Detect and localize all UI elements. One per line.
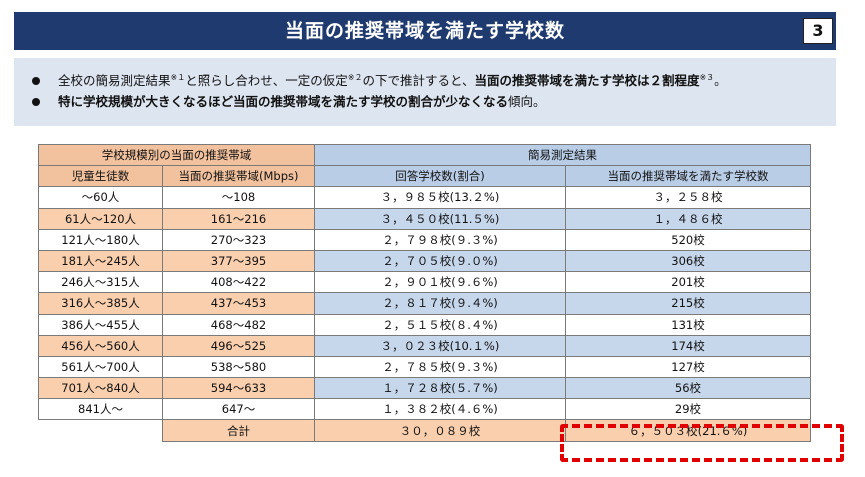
cell-bandwidth: 408～422 xyxy=(162,271,315,294)
cell-students: 181人～245人 xyxy=(38,249,163,273)
cell-students: 701人～840人 xyxy=(38,377,163,400)
table-row: ～60人 ～108 ３，９８５校(13.２%) ３，２５８校 xyxy=(38,186,811,209)
cell-bandwidth: 594～633 xyxy=(162,377,315,400)
cell-responses: ３，０２３校(10.１%) xyxy=(314,334,566,357)
cell-responses: ２，９０１校(９.６%) xyxy=(314,271,566,294)
bullet2-text: 傾向。 xyxy=(508,94,546,109)
cell-meeting: 520校 xyxy=(565,228,811,251)
cell-meeting: 131校 xyxy=(565,313,811,336)
cell-responses: ２，８１７校(９.４%) xyxy=(314,292,566,315)
table-row: 121人～180人 270～323 ２，７９８校(９.３%) 520校 xyxy=(38,228,811,251)
cell-responses: １，７２８校(５.７%) xyxy=(314,377,566,400)
bullet1-text-1: 全校の簡易測定結果 xyxy=(58,73,171,89)
table-row: 316人～385人 437～453 ２，８１７校(９.４%) 215校 xyxy=(38,292,811,315)
col-header-meeting: 当面の推奨帯域を満たす学校数 xyxy=(565,165,811,188)
cell-meeting: 174校 xyxy=(565,334,811,357)
bullet2-emphasis: 特に学校規模が大きくなるほど当面の推奨帯域を満たす学校の割合が少なくなる xyxy=(58,94,509,109)
table-row: 181人～245人 377～395 ２，７０５校(９.０%) 306校 xyxy=(38,249,811,273)
cell-bandwidth: 270～323 xyxy=(162,228,315,251)
summary-box: 全校の簡易測定結果※１と照らし合わせ、一定の仮定※２の下で推計すると、当面の推奨… xyxy=(14,58,836,126)
cell-students: 246人～315人 xyxy=(38,271,163,294)
bullet1-text-2: と照らし合わせ、一定の仮定 xyxy=(185,73,348,89)
footnote-ref-1: ※１ xyxy=(170,73,186,82)
cell-responses: ２，７９８校(９.３%) xyxy=(314,228,566,251)
school-bandwidth-table: 学校規模別の当面の推奨帯域 簡易測定結果 児童生徒数 当面の推奨帯域(Mbps)… xyxy=(38,143,811,442)
cell-bandwidth: 468～482 xyxy=(162,313,315,336)
cell-bandwidth: 538～580 xyxy=(162,355,315,379)
cell-students: 61人～120人 xyxy=(38,207,163,230)
page-title: 当面の推奨帯域を満たす学校数 xyxy=(284,20,565,42)
group-header-recommended: 学校規模別の当面の推奨帯域 xyxy=(38,143,315,167)
cell-responses: ２，７０５校(９.０%) xyxy=(314,249,566,273)
total-count: ３０，０８９校 xyxy=(314,419,566,442)
table-row: 246人～315人 408～422 ２，９０１校(９.６%) 201校 xyxy=(38,271,811,294)
bullet1-text-4: 。 xyxy=(714,73,727,89)
page-number: 3 xyxy=(803,18,833,44)
cell-responses: ２，７８５校(９.３%) xyxy=(314,355,566,379)
table-row: 386人～455人 468～482 ２，５１５校(８.４%) 131校 xyxy=(38,313,811,336)
bullet1-text-3: の下で推計すると、 xyxy=(362,73,475,89)
footnote-ref-3: ※３ xyxy=(699,73,715,82)
title-bar: 当面の推奨帯域を満たす学校数 3 xyxy=(14,12,836,50)
cell-bandwidth: ～108 xyxy=(162,186,315,209)
cell-students: 561人～700人 xyxy=(38,355,163,379)
bullet-icon xyxy=(32,97,40,106)
cell-bandwidth: 161～216 xyxy=(162,207,315,230)
cell-responses: １，３８２校(４.６%) xyxy=(314,398,566,421)
bullet-icon xyxy=(32,76,40,85)
table-row: 841人～ 647～ １，３８２校(４.６%) 29校 xyxy=(38,398,811,421)
cell-responses: ３，９８５校(13.２%) xyxy=(314,186,566,209)
footnote-ref-2: ※２ xyxy=(347,73,363,82)
cell-bandwidth: 496～525 xyxy=(162,334,315,357)
cell-meeting: 127校 xyxy=(565,355,811,379)
cell-meeting: 215校 xyxy=(565,292,811,315)
cell-students: 456人～560人 xyxy=(38,334,163,357)
highlight-marker xyxy=(560,424,844,462)
table-row: 701人～840人 594～633 １，７２８校(５.７%) 56校 xyxy=(38,377,811,400)
summary-bullet-2: 特に学校規模が大きくなるほど当面の推奨帯域を満たす学校の割合が少なくなる傾向。 xyxy=(32,90,836,114)
cell-bandwidth: 377～395 xyxy=(162,249,315,273)
cell-meeting: 306校 xyxy=(565,249,811,273)
total-label: 合計 xyxy=(162,419,315,442)
cell-students: 386人～455人 xyxy=(38,313,163,336)
bullet1-emphasis: 当面の推奨帯域を満たす学校は２割程度 xyxy=(474,73,700,89)
col-header-responses: 回答学校数(割合) xyxy=(314,165,566,188)
group-header-measurement: 簡易測定結果 xyxy=(314,143,811,167)
cell-meeting: 201校 xyxy=(565,271,811,294)
table-row: 456人～560人 496～525 ３，０２３校(10.１%) 174校 xyxy=(38,334,811,357)
cell-students: ～60人 xyxy=(38,186,163,209)
cell-bandwidth: 647～ xyxy=(162,398,315,421)
cell-meeting: １，４８６校 xyxy=(565,207,811,230)
cell-students: 121人～180人 xyxy=(38,228,163,251)
total-spacer xyxy=(39,420,163,441)
cell-meeting: 56校 xyxy=(565,377,811,400)
cell-students: 841人～ xyxy=(38,398,163,421)
cell-meeting: ３，２５８校 xyxy=(565,186,811,209)
cell-responses: ３，４５０校(11.５%) xyxy=(314,207,566,230)
table-row: 61人～120人 161～216 ３，４５０校(11.５%) １，４８６校 xyxy=(38,207,811,230)
table-row: 561人～700人 538～580 ２，７８５校(９.３%) 127校 xyxy=(38,355,811,379)
summary-bullet-1: 全校の簡易測定結果※１と照らし合わせ、一定の仮定※２の下で推計すると、当面の推奨… xyxy=(32,66,836,90)
cell-bandwidth: 437～453 xyxy=(162,292,315,315)
cell-students: 316人～385人 xyxy=(38,292,163,315)
cell-responses: ２，５１５校(８.４%) xyxy=(314,313,566,336)
col-header-students: 児童生徒数 xyxy=(38,165,163,188)
cell-meeting: 29校 xyxy=(565,398,811,421)
col-header-bandwidth: 当面の推奨帯域(Mbps) xyxy=(162,165,315,188)
